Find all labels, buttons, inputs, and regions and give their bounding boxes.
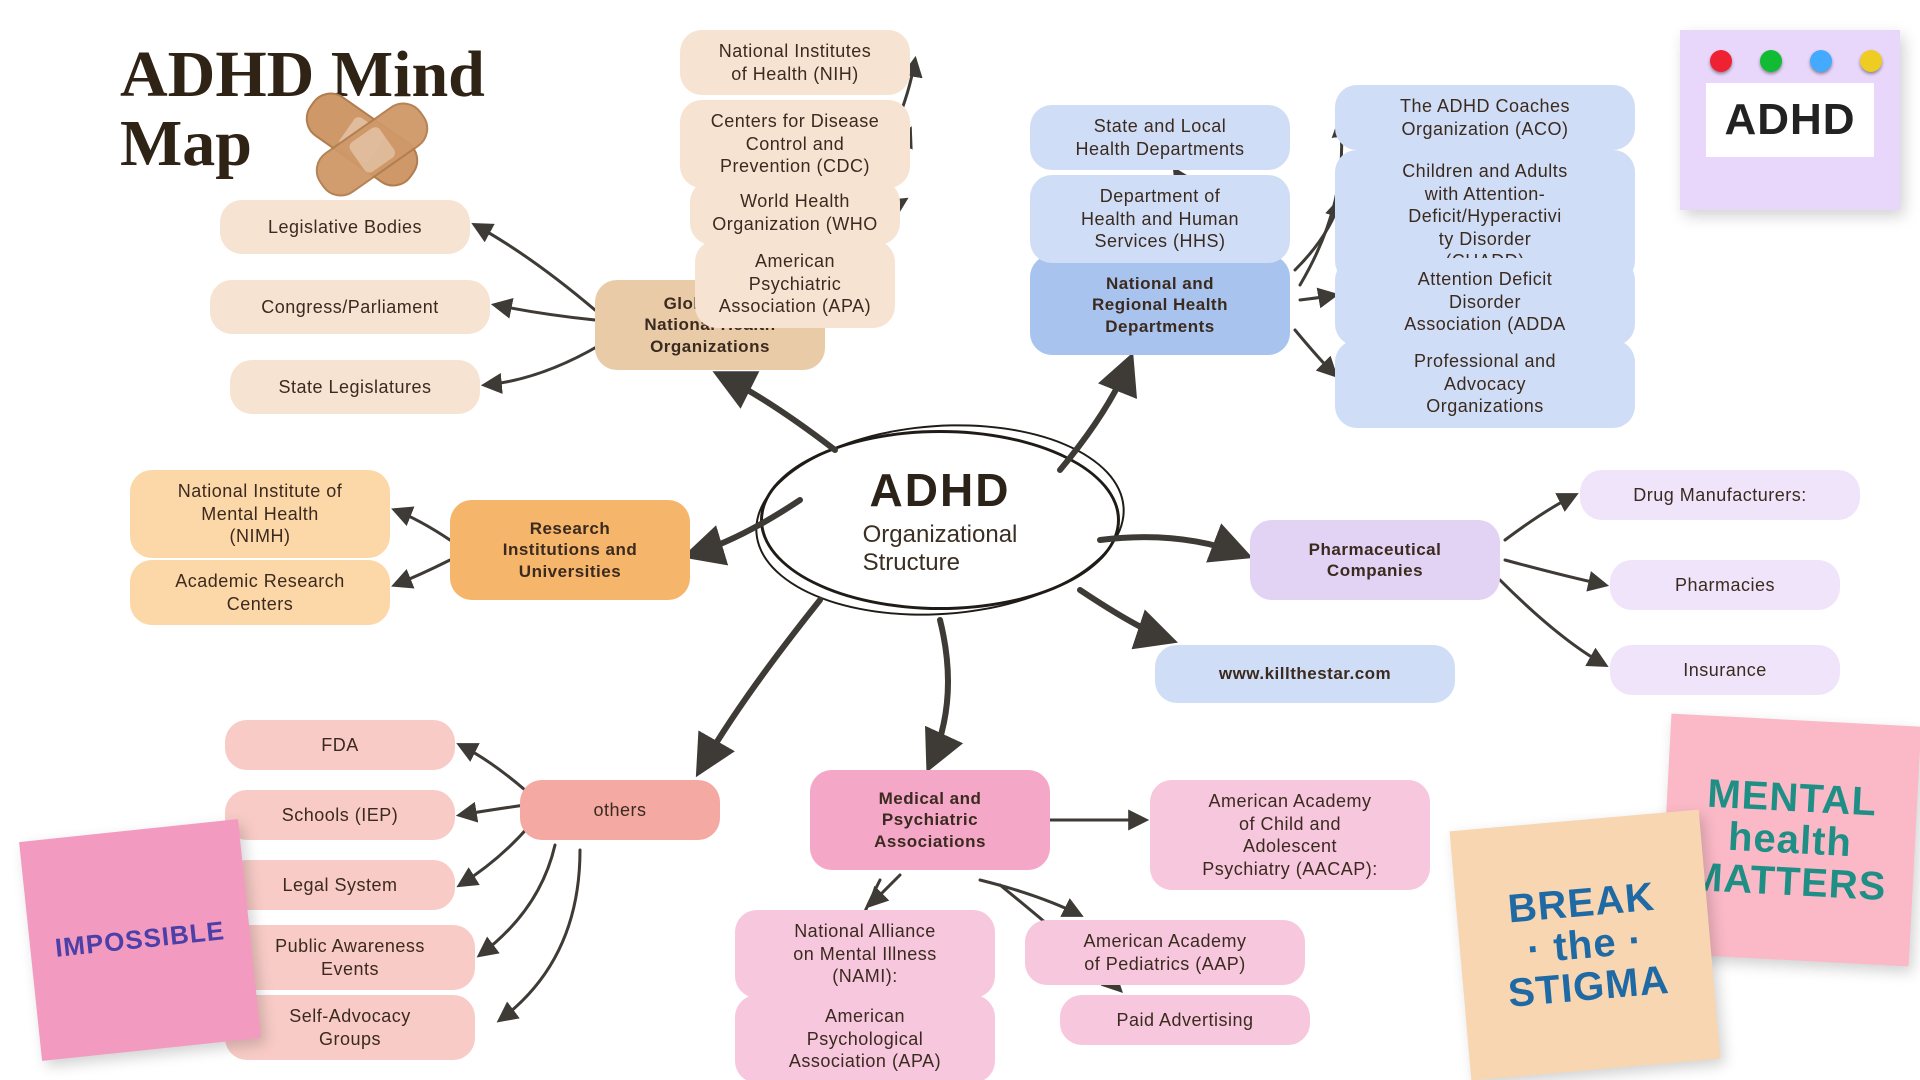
arrow — [720, 375, 835, 450]
node-nrhd-6: Professional andAdvocacyOrganizations — [1335, 340, 1635, 428]
node-med-4: American Academyof Pediatrics (AAP) — [1025, 920, 1305, 985]
node-oth-4: Public AwarenessEvents — [225, 925, 475, 990]
node-pharma-hdr: PharmaceuticalCompanies — [1250, 520, 1500, 600]
node-pharma-3: Insurance — [1610, 645, 1840, 695]
thumbtack-icon — [1710, 50, 1732, 72]
arrow — [930, 620, 948, 765]
arrow — [495, 305, 595, 320]
center-node: ADHD OrganizationalStructure — [760, 430, 1120, 610]
sticky-stigma: BREAK · the · STIGMA — [1450, 810, 1721, 1080]
arrow — [1300, 295, 1335, 300]
sticky-impossible-text: IMPOSSIBLE — [54, 918, 226, 963]
thumbtack-icon — [1860, 50, 1882, 72]
sticky-adhd: ADHD — [1680, 30, 1900, 210]
node-med-3: AmericanPsychologicalAssociation (APA) — [735, 995, 995, 1080]
node-med-2: National Allianceon Mental Illness(NAMI)… — [735, 910, 995, 998]
arrow — [460, 805, 525, 815]
node-nrhd-2: Department ofHealth and HumanServices (H… — [1030, 175, 1290, 263]
node-nrhd-1: State and LocalHealth Departments — [1030, 105, 1290, 170]
node-nrhd-hdr: National andRegional HealthDepartments — [1030, 255, 1290, 355]
node-legis-2: State Legislatures — [230, 360, 480, 414]
arrow — [1505, 560, 1605, 585]
node-med-5: Paid Advertising — [1060, 995, 1310, 1045]
arrow — [1295, 200, 1340, 270]
arrow — [1500, 580, 1605, 665]
sticky-stigma-text: BREAK · the · STIGMA — [1499, 875, 1671, 1015]
node-med-1: American Academyof Child andAdolescentPs… — [1150, 780, 1430, 890]
arrow — [485, 345, 600, 385]
arrow — [1100, 537, 1245, 555]
node-pharma-1: Drug Manufacturers: — [1580, 470, 1860, 520]
thumbtack-icon — [1810, 50, 1832, 72]
arrow — [460, 745, 525, 790]
arrow — [460, 825, 530, 885]
node-legis-1: Congress/Parliament — [210, 280, 490, 334]
node-med-hdr: Medical andPsychiatricAssociations — [810, 770, 1050, 870]
arrow — [475, 225, 595, 310]
node-res-2: Academic ResearchCenters — [130, 560, 390, 625]
node-nrhd-5: Attention DeficitDisorderAssociation (AD… — [1335, 258, 1635, 346]
node-legis-hdr: Legislative Bodies — [220, 200, 470, 254]
arrow — [500, 850, 580, 1020]
node-url: www.killthestar.com — [1155, 645, 1455, 703]
arrow — [480, 845, 555, 955]
sticky-adhd-text: ADHD — [1706, 83, 1873, 157]
arrow — [1080, 590, 1170, 640]
arrow — [395, 510, 450, 540]
arrow — [980, 880, 1080, 915]
arrow — [870, 875, 900, 905]
node-pharma-2: Pharmacies — [1610, 560, 1840, 610]
mindmap-canvas: ADHD MindMap ADHD OrganizationalStructur… — [0, 0, 1920, 1080]
arrow — [1295, 330, 1335, 375]
node-gnho-3: World HealthOrganization (WHO — [690, 180, 900, 245]
arrow — [700, 600, 820, 770]
center-heading: ADHD — [870, 463, 1011, 517]
node-oth-hdr: others — [520, 780, 720, 840]
sticky-mental-text: MENTAL health MATTERS — [1688, 772, 1892, 908]
node-oth-5: Self-AdvocacyGroups — [225, 995, 475, 1060]
node-gnho-2: Centers for DiseaseControl andPrevention… — [680, 100, 910, 188]
node-oth-2: Schools (IEP) — [225, 790, 455, 840]
arrow — [395, 560, 450, 585]
node-nrhd-3: The ADHD CoachesOrganization (ACO) — [1335, 85, 1635, 150]
node-res-hdr: ResearchInstitutions andUniversities — [450, 500, 690, 600]
node-oth-1: FDA — [225, 720, 455, 770]
node-gnho-4: AmericanPsychiatricAssociation (APA) — [695, 240, 895, 328]
sticky-impossible: IMPOSSIBLE — [19, 819, 261, 1061]
page-title: ADHD MindMap — [120, 40, 485, 179]
arrow — [1505, 495, 1575, 540]
node-gnho-1: National Institutesof Health (NIH) — [680, 30, 910, 95]
node-oth-3: Legal System — [225, 860, 455, 910]
thumbtack-icon — [1760, 50, 1782, 72]
center-sub: OrganizationalStructure — [863, 521, 1018, 577]
node-res-1: National Institute ofMental Health(NIMH) — [130, 470, 390, 558]
